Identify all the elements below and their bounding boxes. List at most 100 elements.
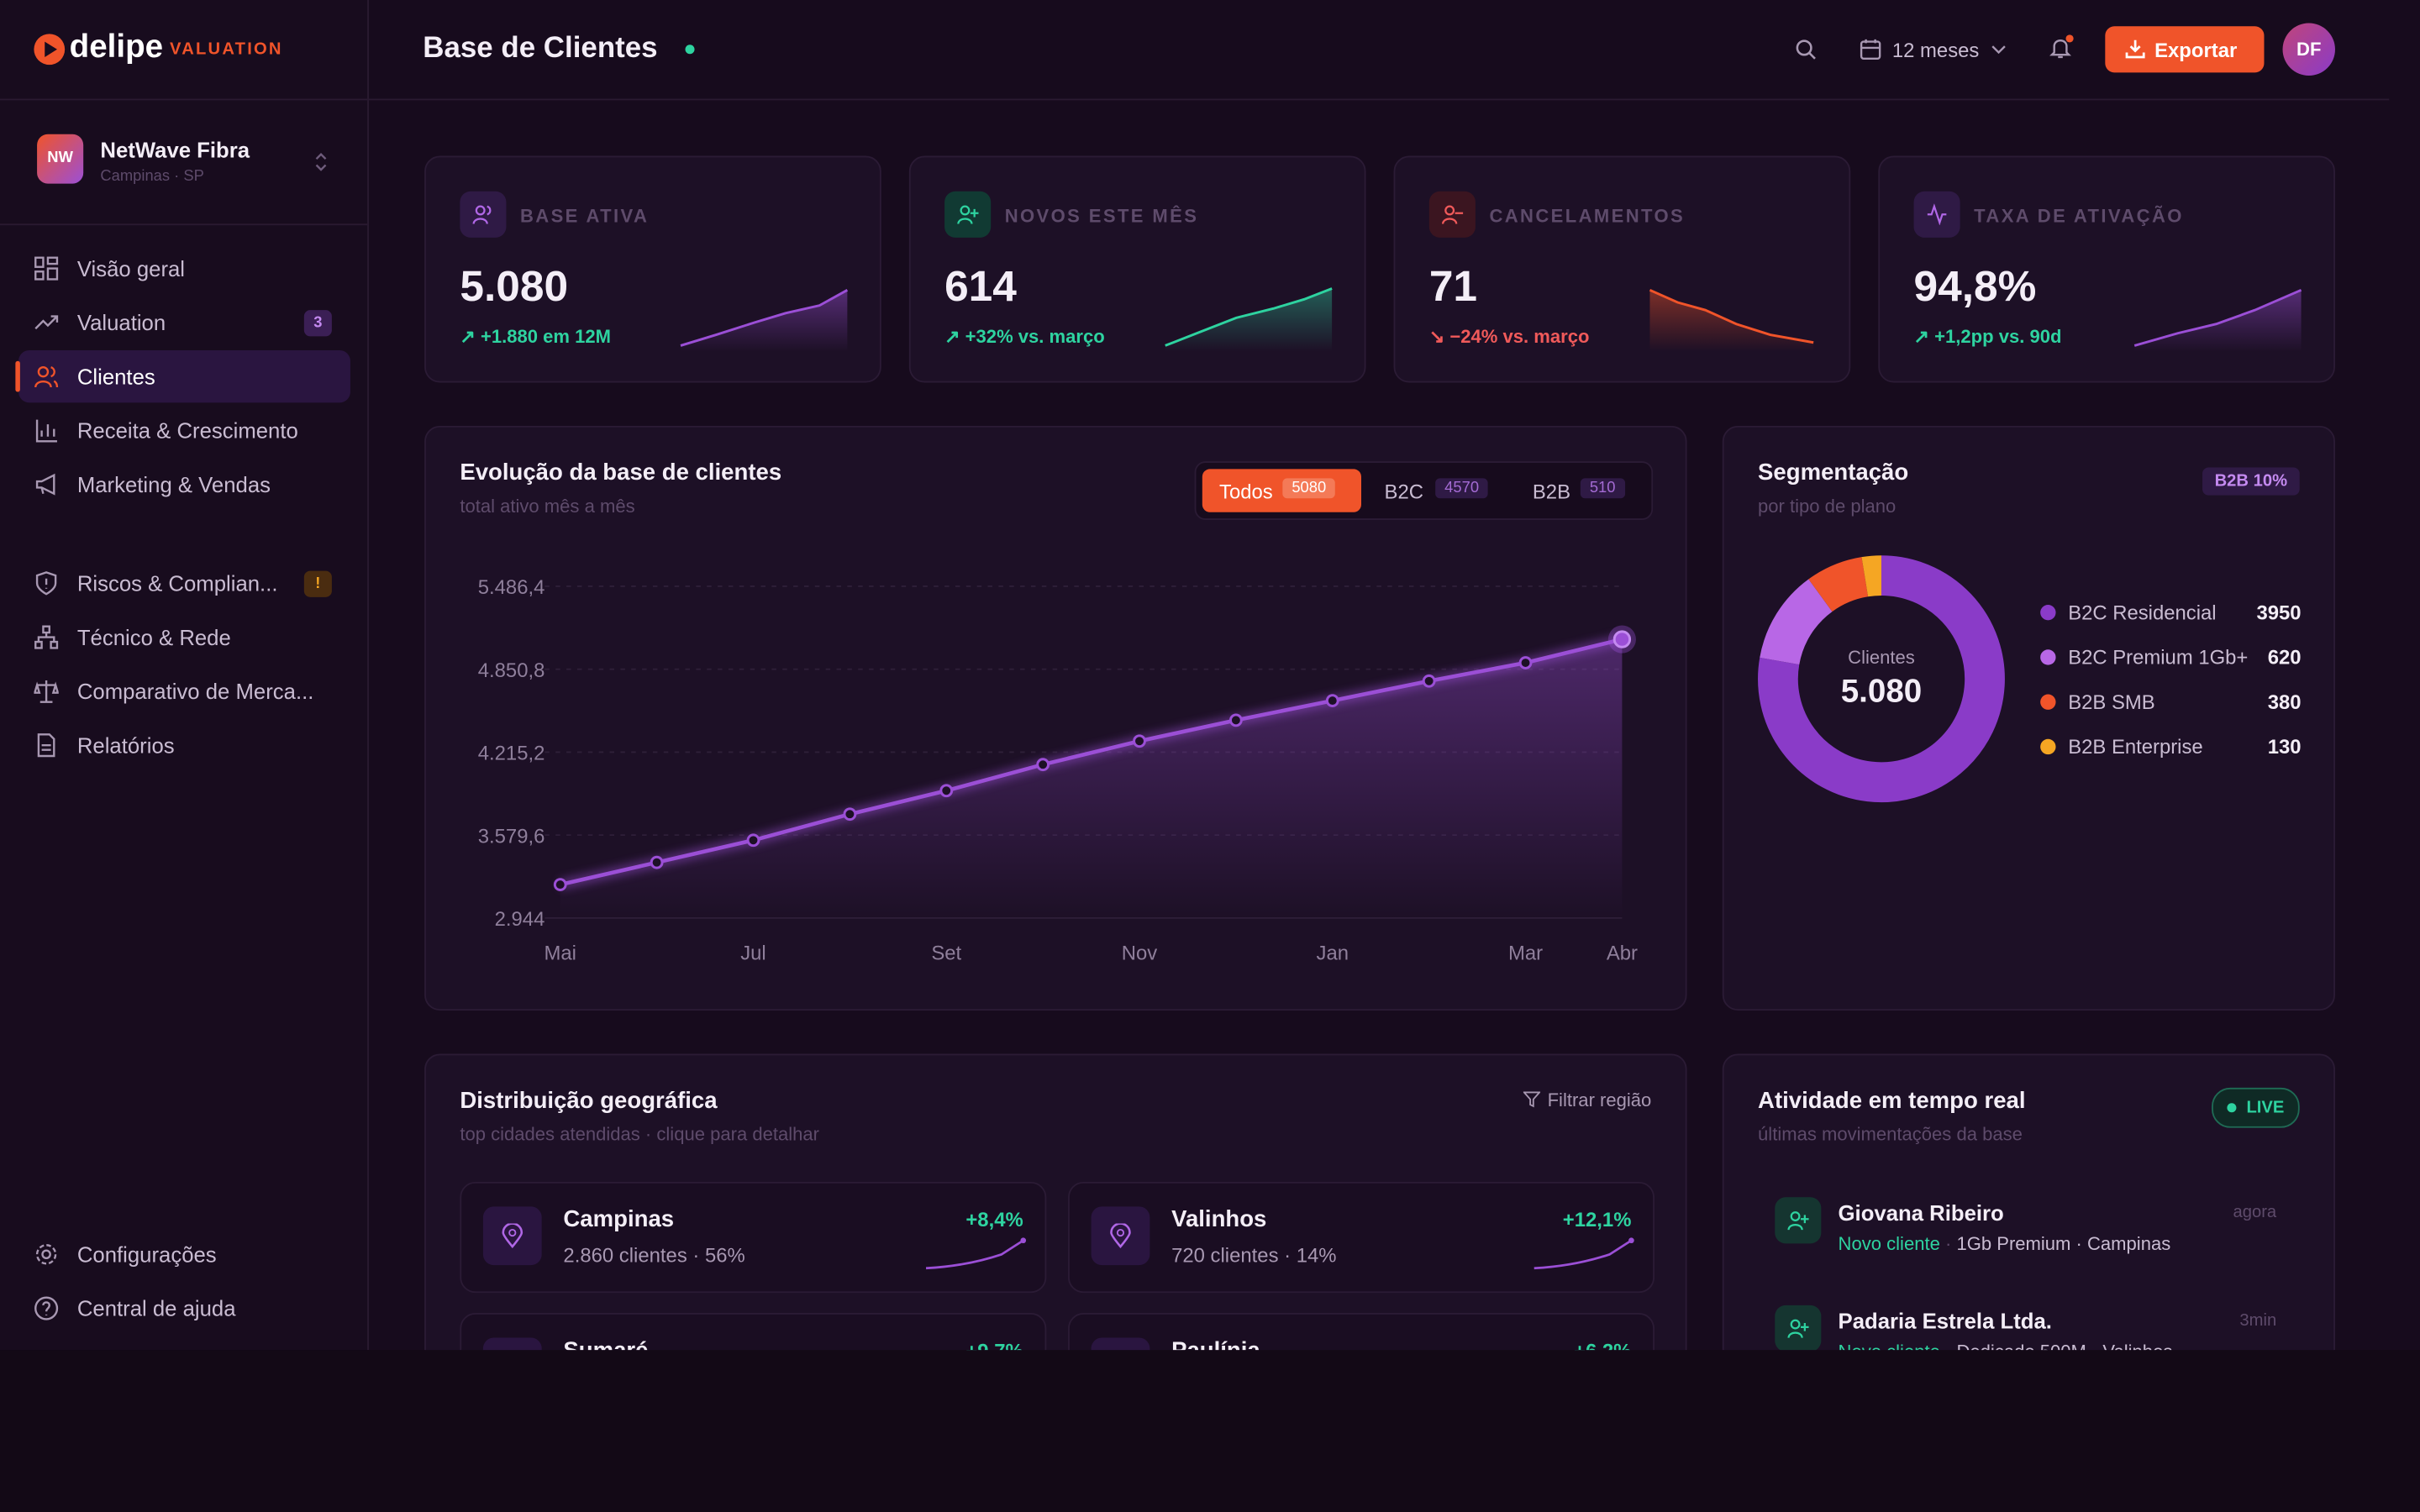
nav-item[interactable]: Visão geral	[18, 242, 350, 294]
brand-tag: VALUATION	[170, 39, 283, 59]
donut-center-value: 5.080	[1841, 674, 1923, 710]
chevron	[1991, 45, 2006, 55]
nav-label: Visão geral	[76, 255, 186, 281]
separator: ·	[1940, 1341, 1957, 1350]
nav-item[interactable]: Relatórios	[18, 719, 350, 771]
donut-segment	[1760, 579, 1833, 665]
donut-center-label: Clientes	[1848, 647, 1915, 668]
nav-item[interactable]: Central de ajuda	[18, 1282, 350, 1334]
nav-icon	[34, 680, 59, 703]
nav-item[interactable]: Comparativo de Merca...	[18, 665, 350, 717]
kpi-icon	[1913, 191, 1960, 238]
legend-swatch	[2040, 694, 2056, 710]
kpi-delta: ↗ +1,2pp vs. 90d	[1914, 326, 2062, 348]
activity-type: Novo cliente	[1838, 1232, 1940, 1255]
nav-icon	[37, 733, 55, 758]
point	[1133, 734, 1146, 748]
nav-item-active[interactable]: Clientes	[15, 349, 350, 403]
y-tick-label: 5.486,4	[478, 576, 545, 599]
org-name[interactable]: NetWave Fibra	[100, 137, 250, 162]
nav-label: Receita & Crescimento	[76, 417, 298, 444]
nav-item[interactable]: Técnico & Rede	[18, 611, 350, 663]
nav-item[interactable]: Marketing & Vendas	[18, 459, 350, 511]
city-card[interactable]: Valinhos 720 clientes · 14% +12,1%	[1068, 1181, 1655, 1294]
city-name: Campinas	[563, 1206, 675, 1233]
segment-active[interactable]: Todos 5080	[1202, 469, 1362, 512]
point	[1036, 758, 1050, 772]
kpi-delta: ↗ +32% vs. março	[944, 326, 1105, 348]
nav-icon	[34, 315, 59, 330]
sidebar: delipe VALUATION NW NetWave Fibra Campin…	[0, 0, 369, 1351]
legend-label: B2B Enterprise	[2068, 736, 2202, 759]
point	[1325, 694, 1339, 707]
city-sparkline	[925, 1237, 1027, 1270]
export-button[interactable]: Exportar	[2105, 26, 2265, 73]
kpi-delta-text: +32% vs. março	[965, 325, 1105, 348]
period-selector[interactable]: 12 meses	[1891, 38, 1980, 62]
activity-name: Giovana Ribeiro	[1838, 1200, 2004, 1226]
x-tick-label: Set	[931, 942, 961, 964]
chart-subtitle: total ativo mês a mês	[460, 495, 635, 517]
filter-button[interactable]: Filtrar região	[1522, 1089, 1652, 1111]
live-badge: LIVE	[2211, 1087, 2300, 1128]
nav-icon	[35, 419, 57, 443]
activity-text: 1Gb Premium · Campinas	[1956, 1232, 2171, 1255]
notifications-button[interactable]	[2048, 34, 2075, 61]
city-growth: +6,2%	[1574, 1339, 1631, 1350]
nav-item[interactable]: Riscos & Complian...!	[18, 557, 350, 609]
geo-card: Distribuição geográfica top cidades aten…	[424, 1053, 1687, 1351]
nav-icon	[34, 365, 59, 388]
nav-icon	[34, 256, 59, 281]
x-tick-label: Mai	[544, 942, 576, 964]
point	[746, 833, 760, 848]
b2b-badge: B2B 10%	[2202, 467, 2300, 496]
line-area	[560, 639, 1623, 918]
nav-item[interactable]: Configurações	[18, 1228, 350, 1280]
city-name: Valinhos	[1171, 1206, 1267, 1233]
city-card[interactable]: Sumaré +9,7%	[460, 1313, 1047, 1351]
brand-logo	[34, 34, 66, 66]
nav-icon	[35, 571, 57, 596]
org-location: Campinas · SP	[100, 168, 204, 186]
point	[1228, 713, 1243, 727]
nav-item[interactable]: Receita & Crescimento	[18, 404, 350, 456]
arrow: ↗	[460, 325, 481, 348]
org-switch[interactable]	[313, 151, 329, 173]
kpi-value: 71	[1428, 262, 1478, 311]
city-card[interactable]: Campinas 2.860 clientes · 56% +8,4%	[460, 1181, 1047, 1294]
card-title: Atividade em tempo real	[1758, 1087, 2026, 1115]
segment-count: 4570	[1435, 478, 1489, 499]
activity-type: Novo cliente	[1839, 1341, 1940, 1350]
search-button[interactable]	[1795, 39, 1817, 60]
segment-label: Todos	[1219, 480, 1273, 503]
city-card[interactable]: Paulínia +6,2%	[1068, 1313, 1655, 1351]
segment-label[interactable]: B2B	[1532, 480, 1571, 503]
arrow: ↗	[944, 325, 965, 348]
kpi-icon	[1428, 191, 1476, 238]
nav-label: Marketing & Vendas	[76, 472, 271, 497]
calendar-icon	[1860, 39, 1881, 60]
legend-label: B2B SMB	[2068, 691, 2154, 714]
legend-label: B2C Premium 1Gb+	[2068, 647, 2248, 669]
nav-label: Relatórios	[76, 732, 175, 758]
city-icon	[482, 1337, 542, 1351]
kpi-value: 614	[944, 262, 1017, 311]
nav-item[interactable]: Valuation 3	[18, 297, 350, 349]
user-avatar[interactable]: DF	[2282, 23, 2335, 76]
legend-value: 130	[2268, 736, 2302, 759]
segment-count: 5080	[1282, 478, 1336, 499]
kpi-icon	[460, 191, 507, 238]
y-tick-label: 2.944	[495, 908, 545, 931]
activity-icon	[1775, 1197, 1822, 1244]
card-subtitle: top cidades atendidas · clique para deta…	[460, 1123, 819, 1145]
activity-time: 3min	[2239, 1311, 2277, 1331]
point	[1422, 674, 1436, 688]
segment-label[interactable]: B2C	[1384, 480, 1424, 503]
city-growth: +12,1%	[1562, 1208, 1632, 1231]
divider	[0, 223, 368, 226]
kpi-label: TAXA DE ATIVAÇÃO	[1974, 205, 2184, 228]
live-dot	[2226, 1103, 2236, 1113]
filter-label: Filtrar região	[1547, 1089, 1652, 1111]
